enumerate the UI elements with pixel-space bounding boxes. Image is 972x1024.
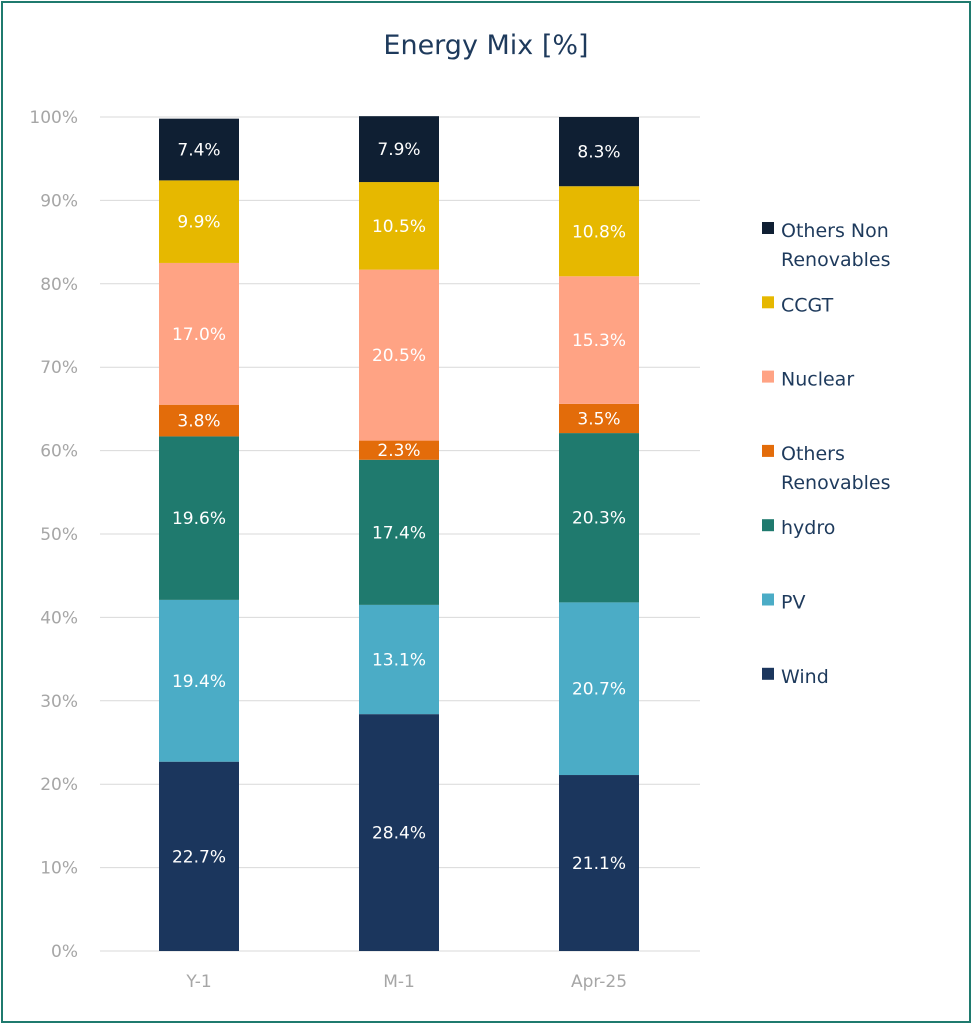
- legend-swatch: [762, 667, 774, 680]
- data-label: 7.4%: [177, 141, 220, 161]
- data-label: 19.4%: [172, 672, 226, 692]
- bar-segment-nuclear: [359, 269, 439, 441]
- legend-swatch: [762, 222, 774, 234]
- data-label: 22.7%: [172, 847, 226, 867]
- legend-label: Wind: [781, 666, 829, 688]
- legend-label: Others Non Renovables: [781, 220, 891, 271]
- y-tick-label: 100%: [29, 108, 78, 128]
- bar-segment-others-non-renovables: [359, 116, 439, 183]
- bar-segment-pv: [359, 604, 439, 715]
- y-tick-label: 20%: [40, 775, 78, 795]
- bar-segment-pv: [159, 599, 239, 762]
- y-tick-label: 70%: [40, 358, 78, 378]
- legend-swatch: [762, 519, 774, 532]
- data-label: 9.9%: [177, 213, 220, 233]
- bar-segment-hydro: [559, 433, 639, 603]
- data-label: 8.3%: [577, 143, 620, 163]
- bar-segment-ccgt: [359, 182, 439, 270]
- chart-title: Energy Mix [%]: [383, 30, 588, 61]
- bar-segment-others-renovables: [359, 440, 439, 460]
- y-tick-label: 80%: [40, 275, 78, 295]
- bar-segment-others-non-renovables: [159, 118, 239, 181]
- bar-segment-nuclear: [559, 276, 639, 404]
- data-label: 13.1%: [372, 651, 426, 671]
- bar-segment-nuclear: [159, 262, 239, 405]
- legend-label: Nuclear: [781, 369, 854, 391]
- legend-label: PV: [781, 592, 805, 614]
- legend: Others Non Renovables CCGT Nuclear Others Ren…: [762, 220, 891, 688]
- data-label: 20.3%: [572, 509, 626, 529]
- bar-segment-hydro: [159, 436, 239, 600]
- data-label: 3.8%: [177, 412, 220, 432]
- legend-swatch: [762, 593, 774, 606]
- y-tick-label: 60%: [40, 442, 78, 462]
- y-tick-label: 30%: [40, 692, 78, 712]
- y-tick-label: 40%: [40, 608, 78, 628]
- bar-segment-ccgt: [159, 180, 239, 263]
- data-label: 19.6%: [172, 509, 226, 529]
- data-label: 28.4%: [372, 824, 426, 844]
- bar-segment-wind: [559, 775, 639, 951]
- legend-swatch: [762, 370, 774, 383]
- data-label: 10.5%: [372, 217, 426, 237]
- bar-segment-others-renovables: [159, 404, 239, 437]
- legend-swatch: [762, 444, 774, 457]
- data-label: 20.7%: [572, 680, 626, 700]
- bar-segment-wind: [159, 761, 239, 951]
- legend-label: hydro: [781, 517, 835, 539]
- x-tick-label: M-1: [383, 972, 415, 992]
- bars: 22.7% 19.4% 19.6% 3.8% 17.0% 9.9% 7.4% 28.4% 13.…: [159, 116, 639, 951]
- legend-label: Others Renovables: [781, 443, 891, 494]
- data-label: 2.3%: [377, 441, 420, 461]
- data-label: 10.8%: [572, 222, 626, 242]
- x-axis: Y-1 M-1 Apr-25: [185, 972, 627, 992]
- y-tick-label: 0%: [51, 942, 78, 962]
- data-label: 17.0%: [172, 325, 226, 345]
- bar-segment-ccgt: [559, 186, 639, 277]
- y-tick-label: 50%: [40, 525, 78, 545]
- data-label: 20.5%: [372, 346, 426, 366]
- y-axis: 0% 10% 20% 30% 40% 50% 60% 70% 80% 90% 100%: [29, 108, 78, 962]
- x-tick-label: Y-1: [185, 972, 211, 992]
- x-tick-label: Apr-25: [571, 972, 627, 992]
- y-tick-label: 90%: [40, 191, 78, 211]
- data-label: 7.9%: [377, 140, 420, 160]
- data-label: 15.3%: [572, 331, 626, 351]
- bar-segment-pv: [559, 602, 639, 776]
- bar-segment-others-renovables: [559, 403, 639, 434]
- data-label: 3.5%: [577, 409, 620, 429]
- bar-segment-hydro: [359, 459, 439, 605]
- data-label: 21.1%: [572, 854, 626, 874]
- data-label: 17.4%: [372, 523, 426, 543]
- bar-segment-wind: [359, 714, 439, 951]
- y-tick-label: 10%: [40, 859, 78, 879]
- bar-segment-others-non-renovables: [559, 117, 639, 187]
- legend-swatch: [762, 296, 774, 309]
- legend-label: CCGT: [781, 294, 834, 316]
